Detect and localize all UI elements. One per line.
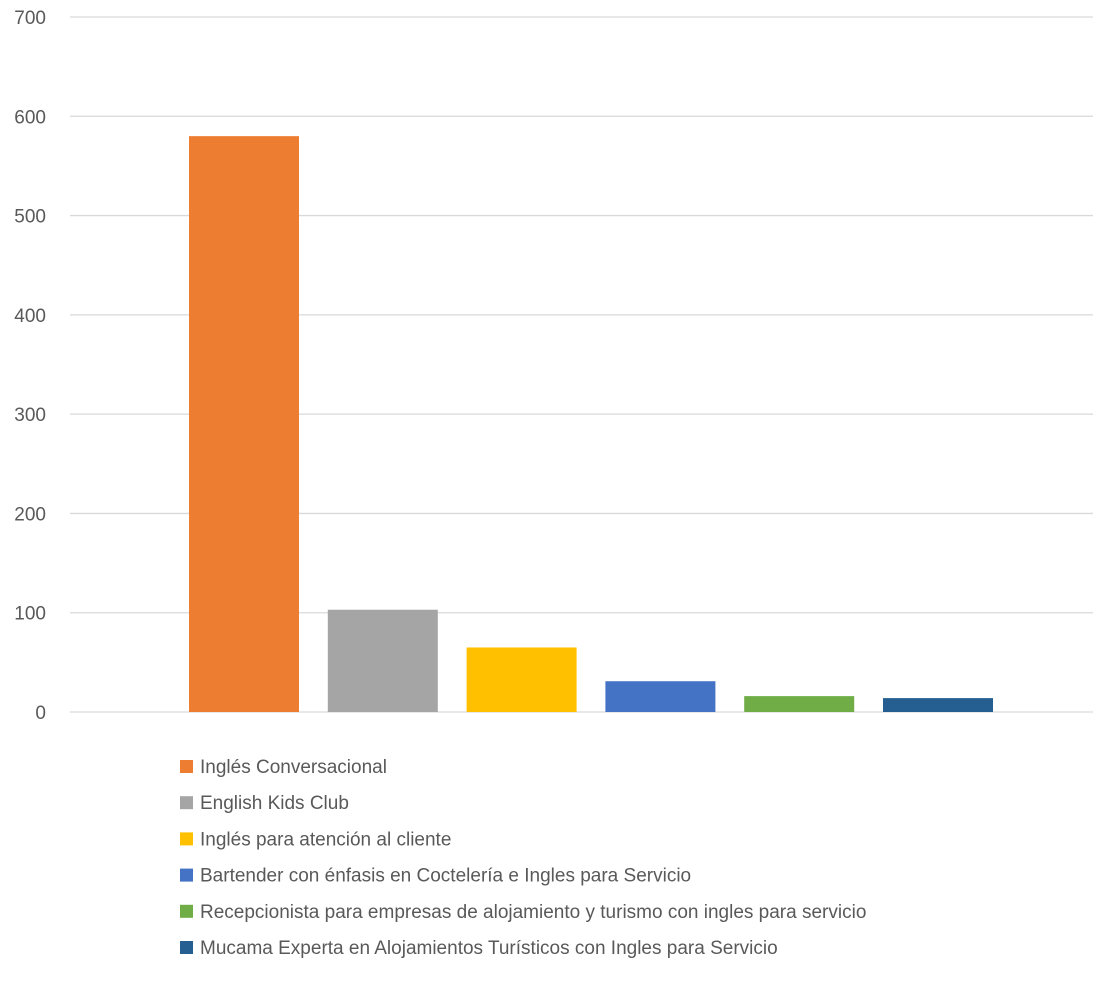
bar-1	[189, 136, 299, 713]
bar-3	[466, 647, 577, 712]
y-tick-label: 0	[35, 703, 46, 724]
y-tick-label: 600	[14, 107, 46, 128]
y-tick-label: 100	[14, 604, 46, 625]
y-tick-label: 300	[14, 405, 46, 426]
legend-label: Mucama Experta en Alojamientos Turístico…	[200, 938, 778, 959]
bars	[189, 136, 993, 713]
legend-item: Inglés para atención al cliente	[180, 829, 451, 850]
y-tick-label: 200	[14, 504, 46, 525]
legend-label: Recepcionista para empresas de alojamien…	[200, 902, 866, 923]
bar-2	[327, 609, 438, 712]
legend-label: English Kids Club	[200, 793, 349, 814]
legend-swatch	[180, 941, 193, 954]
bar-6	[883, 698, 993, 712]
legend-label: Bartender con énfasis en Coctelería e In…	[200, 866, 691, 887]
legend-swatch	[180, 760, 193, 773]
legend-item: Mucama Experta en Alojamientos Turístico…	[180, 938, 778, 959]
legend-swatch	[180, 832, 193, 846]
bar-5	[744, 696, 855, 712]
y-tick-label: 400	[14, 306, 46, 327]
legend-label: Inglés para atención al cliente	[200, 829, 451, 850]
legend-item: Bartender con énfasis en Coctelería e In…	[180, 866, 691, 887]
legend-swatch	[180, 796, 193, 810]
y-axis-tick-labels: 0 100 200 300 400 500 600 700	[14, 8, 46, 724]
y-tick-label: 700	[14, 8, 46, 29]
legend-swatch	[180, 904, 193, 918]
legend-swatch	[180, 868, 193, 882]
legend-item: Recepcionista para empresas de alojamien…	[180, 902, 866, 923]
bar-4	[605, 681, 716, 712]
legend-item: Inglés Conversacional	[180, 757, 387, 778]
legend-label: Inglés Conversacional	[200, 757, 387, 778]
legend-item: English Kids Club	[180, 793, 349, 814]
legend: Inglés Conversacional English Kids Club In…	[180, 757, 866, 959]
y-tick-label: 500	[14, 207, 46, 228]
